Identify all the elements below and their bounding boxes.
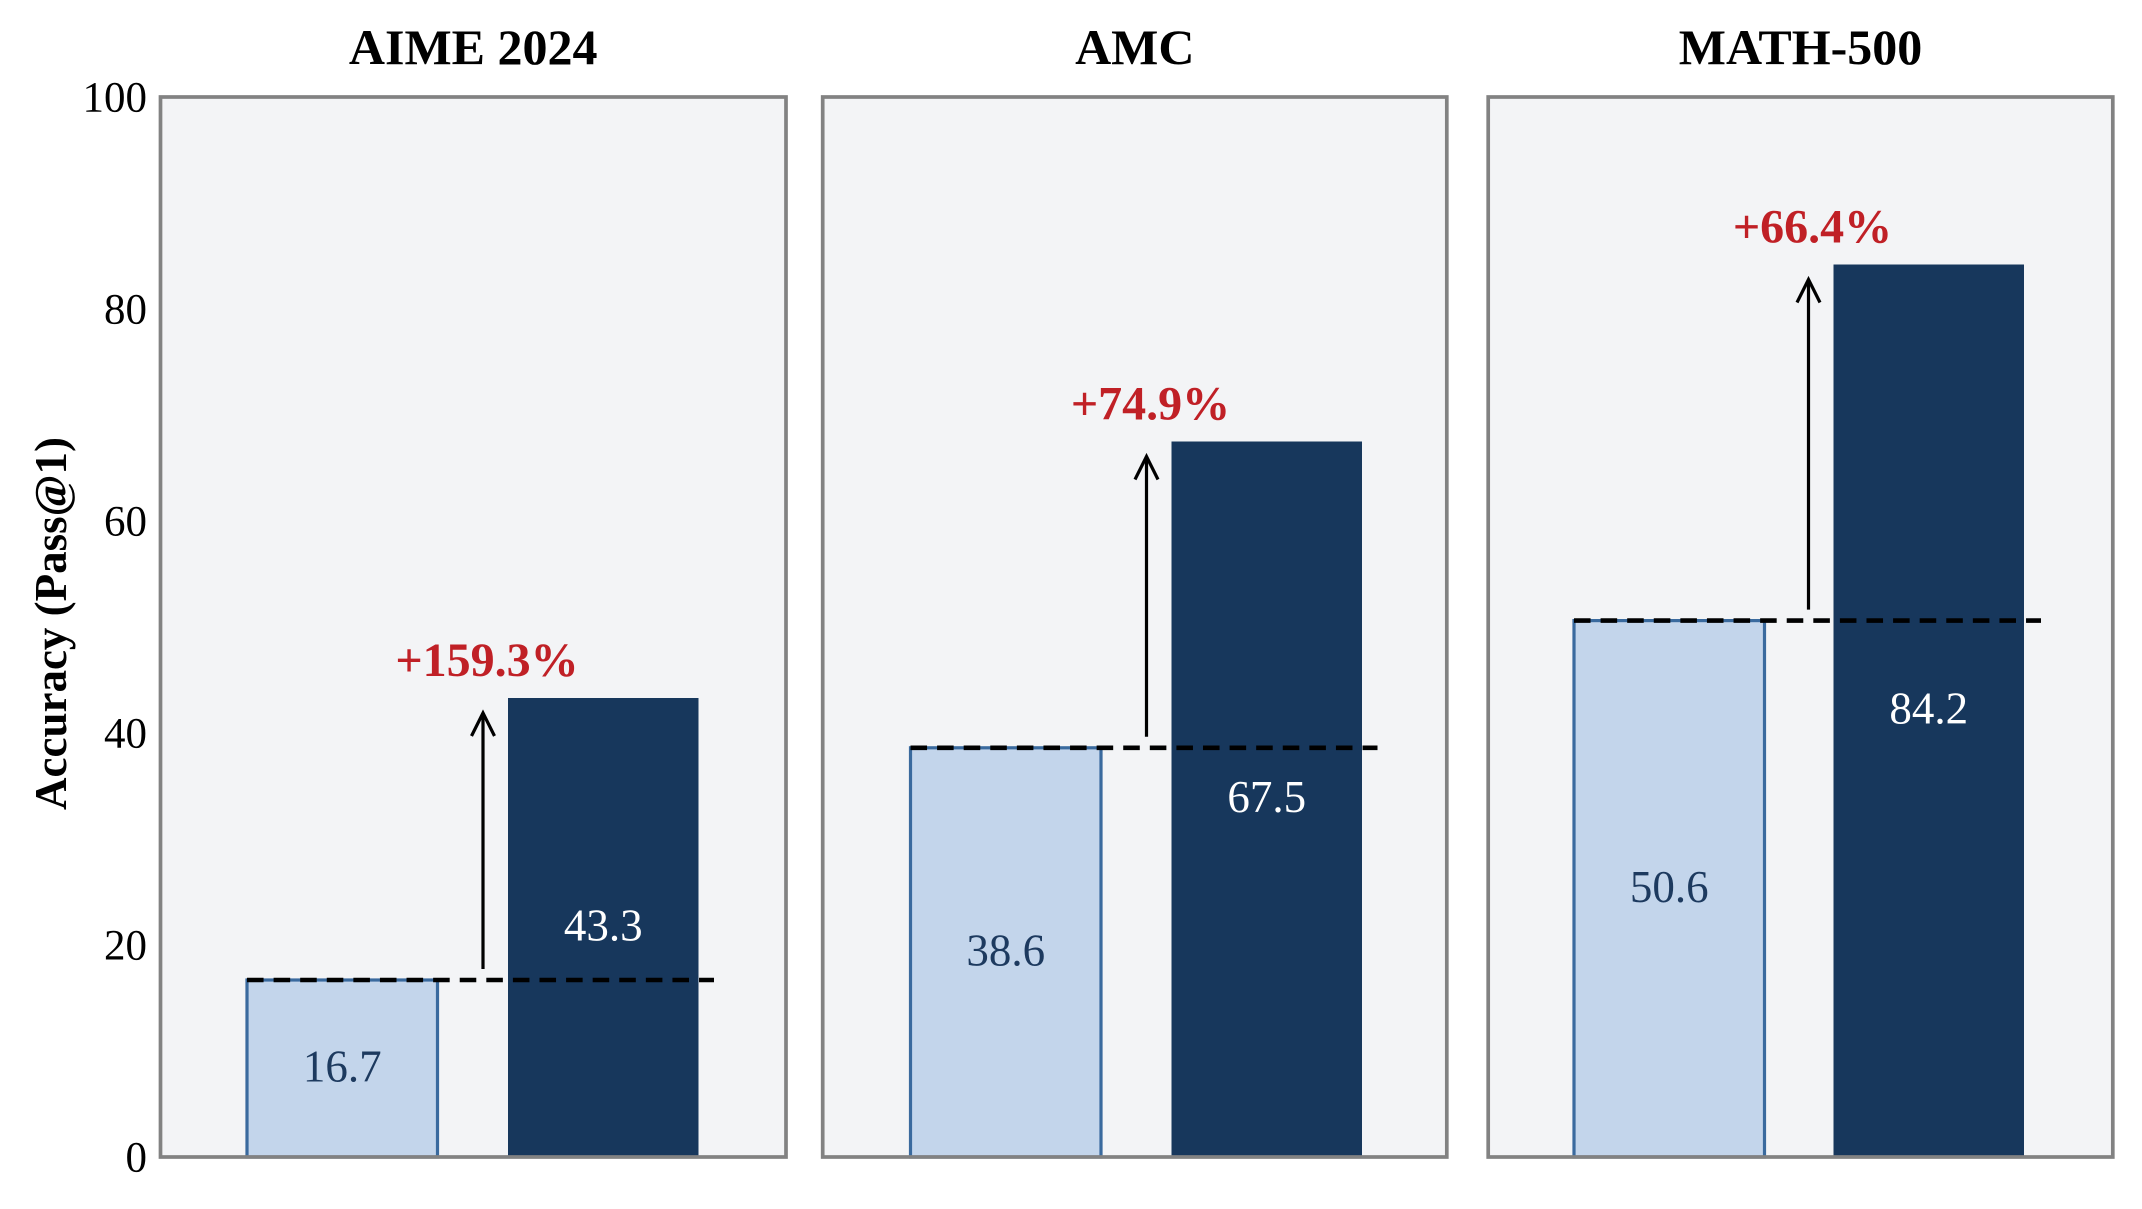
svg-text:84.2: 84.2 <box>1889 684 1968 734</box>
svg-text:50.6: 50.6 <box>1630 862 1709 912</box>
svg-text:80: 80 <box>104 287 147 334</box>
svg-text:38.6: 38.6 <box>966 925 1045 975</box>
svg-text:+74.9%: +74.9% <box>1071 378 1230 431</box>
svg-text:16.7: 16.7 <box>303 1042 382 1092</box>
svg-text:40: 40 <box>104 711 147 758</box>
svg-text:0: 0 <box>126 1135 148 1182</box>
svg-text:+159.3%: +159.3% <box>395 634 578 687</box>
svg-text:Accuracy (Pass@1): Accuracy (Pass@1) <box>26 437 76 810</box>
svg-text:+66.4%: +66.4% <box>1733 201 1892 254</box>
svg-text:20: 20 <box>104 923 147 970</box>
svg-text:MATH-500: MATH-500 <box>1679 19 1922 75</box>
svg-text:67.5: 67.5 <box>1227 772 1306 822</box>
svg-text:AIME 2024: AIME 2024 <box>349 19 598 75</box>
svg-text:60: 60 <box>104 499 147 546</box>
svg-text:43.3: 43.3 <box>564 901 643 951</box>
svg-text:100: 100 <box>83 75 148 122</box>
svg-text:AMC: AMC <box>1075 19 1194 75</box>
